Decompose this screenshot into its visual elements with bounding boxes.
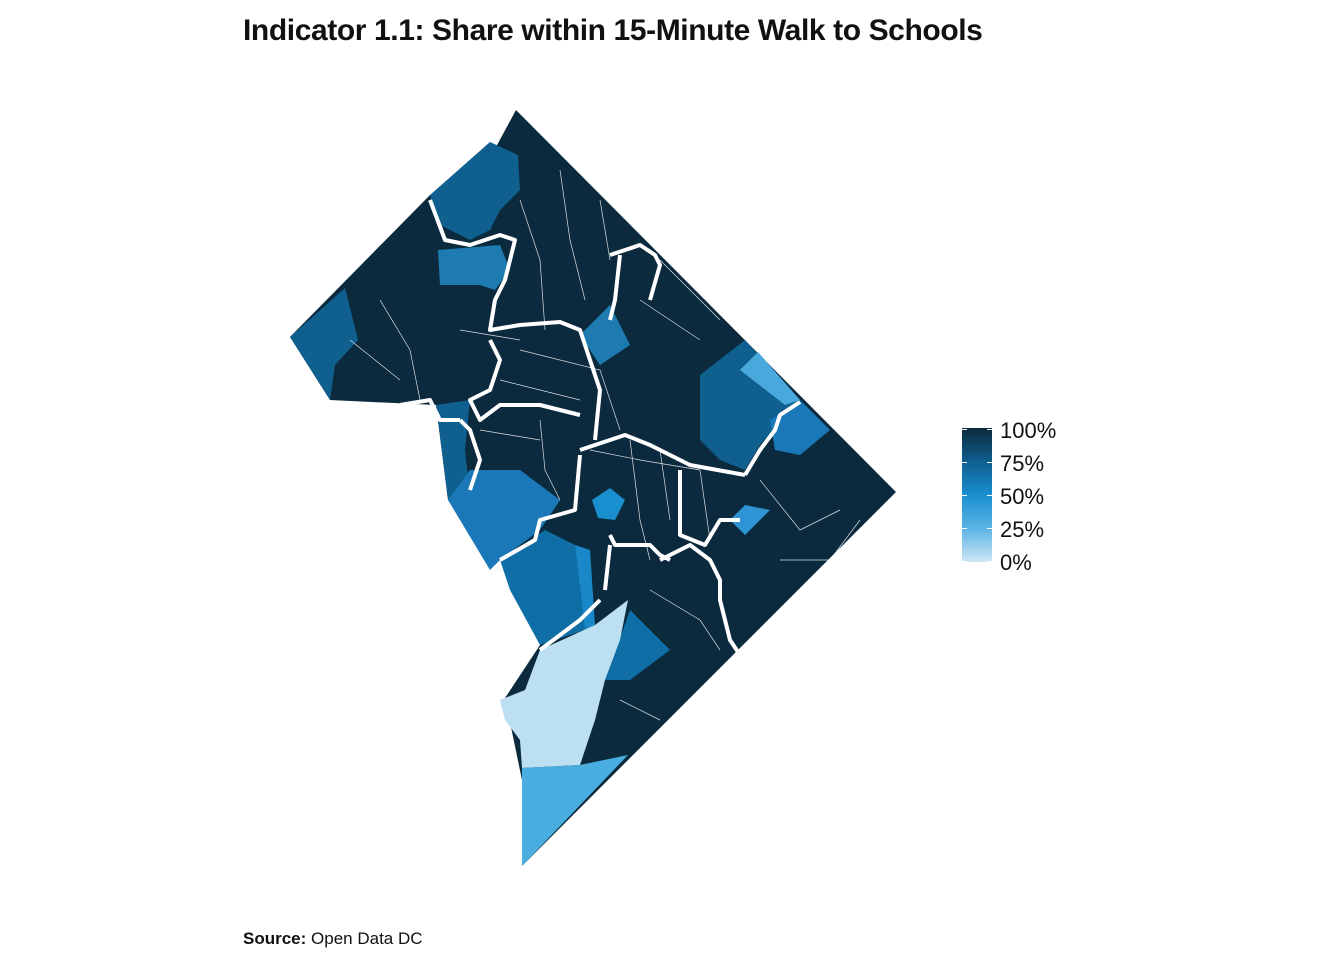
legend-label-50: 50% [1000,484,1045,509]
region-northwest-upper [430,142,520,240]
page-title: Indicator 1.1: Share within 15-Minute Wa… [243,14,983,47]
region-lowest [500,600,628,768]
region-southeast-mid [605,610,670,680]
source-text: Open Data DC [311,929,423,948]
legend-label-100: 100% [1000,418,1057,443]
region-east-light [740,352,800,405]
legend-label-0: 0% [1000,550,1032,575]
region-north-central [580,305,630,365]
region-west-edge [290,288,358,400]
region-east-large [700,340,800,470]
region-south-central [500,530,585,645]
source-label: Source: [243,929,307,948]
legend-label-75: 75% [1000,451,1045,476]
legend-label-25: 25% [1000,517,1045,542]
region-center-circle [592,488,625,520]
district-base [290,110,896,866]
region-east-small [730,505,770,535]
region-northwest-inner [438,245,510,290]
region-southwest [448,470,560,570]
region-west-central [436,400,470,500]
ward-boundaries [399,199,802,657]
region-south-tip [522,755,628,866]
source-caption: Source: Open Data DC [243,929,423,949]
